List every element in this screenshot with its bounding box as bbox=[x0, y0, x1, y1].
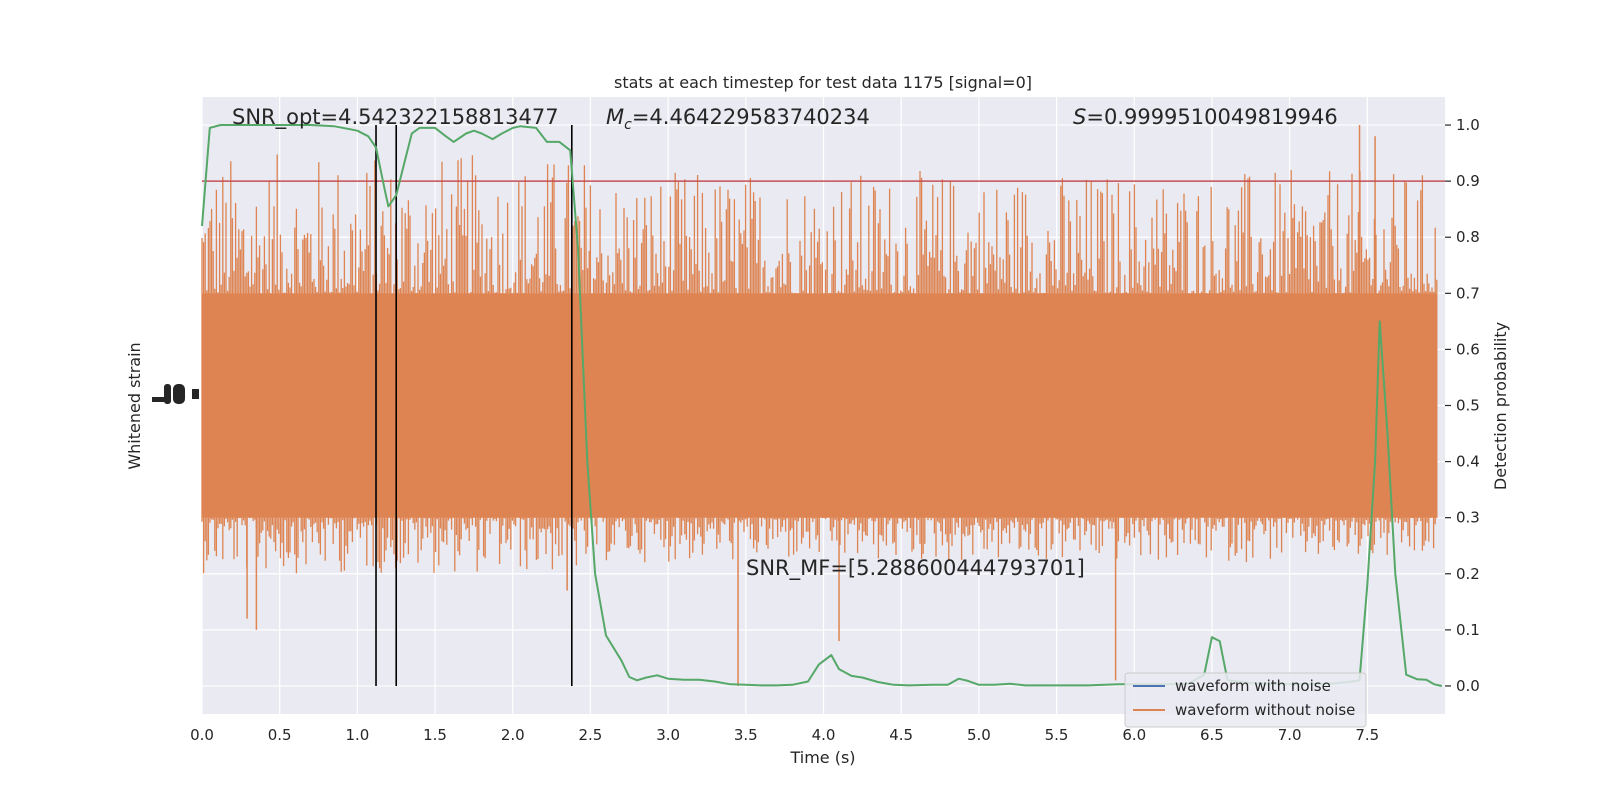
chart-title: stats at each timestep for test data 117… bbox=[614, 73, 1032, 92]
vertical-markers bbox=[375, 125, 573, 686]
x-axis-ticks: 0.0 0.5 1.0 1.5 2.0 2.5 3.0 3.5 4.0 4.5 5.0 5.5 6.0 6… bbox=[190, 726, 1379, 744]
legend-box bbox=[1124, 672, 1367, 728]
y-tick-label-3: 0.3 bbox=[1456, 509, 1480, 527]
x-tick-label-5: 2.5 bbox=[579, 726, 603, 744]
y-tick-label-7: 0.7 bbox=[1456, 284, 1480, 302]
strain-trace-0 bbox=[201, 154, 590, 574]
y-tick-label-2: 0.2 bbox=[1456, 565, 1480, 583]
annotation-s-symbol: S bbox=[1073, 105, 1086, 129]
annotation-snr-opt: SNR_opt=4.542322158813477 bbox=[232, 105, 559, 130]
y-tick-label-10: 1.0 bbox=[1456, 116, 1480, 134]
x-tick-label-13: 6.5 bbox=[1200, 726, 1224, 744]
legend-label-without-noise: waveform without noise bbox=[1175, 701, 1355, 719]
x-axis-label: Time (s) bbox=[789, 748, 855, 767]
y-tick-label-6: 0.6 bbox=[1456, 340, 1480, 358]
x-tick-label-14: 7.0 bbox=[1278, 726, 1302, 744]
x-tick-label-6: 3.0 bbox=[656, 726, 680, 744]
left-tick-blob-4 bbox=[192, 389, 199, 399]
annotation-chirp-mass: Mc=4.464229583740234 bbox=[606, 105, 870, 133]
y-tick-label-0: 0.0 bbox=[1456, 677, 1480, 695]
left-axis-tick-cluster bbox=[152, 384, 199, 404]
strain-series-without-noise bbox=[201, 125, 1438, 686]
y-axis-left-label: Whitened strain bbox=[125, 342, 144, 469]
y-tick-label-5: 0.5 bbox=[1456, 397, 1480, 415]
left-tick-blob-1 bbox=[152, 397, 168, 402]
strain-trace-1 bbox=[589, 170, 1438, 563]
x-tick-label-8: 4.0 bbox=[812, 726, 836, 744]
legend-label-with-noise: waveform with noise bbox=[1175, 677, 1331, 695]
legend: waveform with noise waveform without noi… bbox=[1124, 672, 1367, 728]
x-tick-label-11: 5.5 bbox=[1045, 726, 1069, 744]
x-tick-label-9: 4.5 bbox=[889, 726, 913, 744]
y-tick-label-9: 0.9 bbox=[1456, 172, 1480, 190]
y-axis-right-label: Detection probability bbox=[1491, 322, 1510, 490]
y-tick-label-8: 0.8 bbox=[1456, 228, 1480, 246]
annotation-chirp-mass-sub: c bbox=[624, 117, 632, 133]
x-tick-label-15: 7.5 bbox=[1355, 726, 1379, 744]
y-tick-label-4: 0.4 bbox=[1456, 453, 1480, 471]
x-tick-label-12: 6.0 bbox=[1122, 726, 1146, 744]
x-tick-label-0: 0.0 bbox=[190, 726, 214, 744]
left-tick-blob-2 bbox=[164, 384, 171, 404]
x-tick-label-10: 5.0 bbox=[967, 726, 991, 744]
x-tick-label-3: 1.5 bbox=[423, 726, 447, 744]
x-tick-label-1: 0.5 bbox=[268, 726, 292, 744]
annotation-snr-mf: SNR_MF=[5.288600444793701] bbox=[746, 556, 1085, 581]
annotation-chirp-mass-symbol: M bbox=[606, 105, 624, 129]
annotation-chirp-mass-value: =4.464229583740234 bbox=[632, 105, 870, 129]
y-axis-right-ticks: 0.0 0.1 0.2 0.3 0.4 0.5 0.6 0.7 0.8 0.9 1.0 bbox=[1445, 116, 1480, 695]
x-tick-label-4: 2.0 bbox=[501, 726, 525, 744]
x-tick-label-7: 3.5 bbox=[734, 726, 758, 744]
left-tick-blob-3 bbox=[173, 384, 185, 404]
x-tick-label-2: 1.0 bbox=[345, 726, 369, 744]
annotation-s: S=0.9999510049819946 bbox=[1073, 105, 1338, 129]
y-tick-label-1: 0.1 bbox=[1456, 621, 1480, 639]
annotation-s-value: =0.9999510049819946 bbox=[1086, 105, 1337, 129]
